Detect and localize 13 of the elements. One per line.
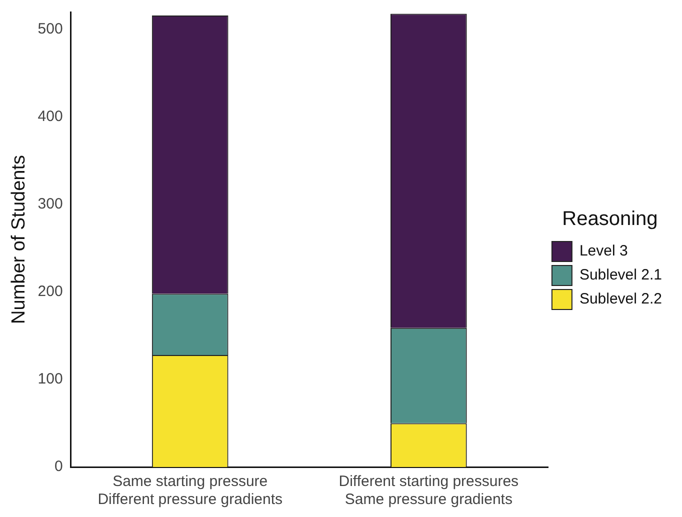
y-tick-label: 500 xyxy=(38,20,63,38)
y-tick-label: 400 xyxy=(38,108,63,126)
y-tick-label: 0 xyxy=(54,458,63,476)
legend-label: Sublevel 2.1 xyxy=(579,266,662,284)
legend-title: Reasoning xyxy=(562,208,658,230)
y-tick-label: 200 xyxy=(38,283,63,300)
x-tick-label: Different starting pressures Same pressure gradients xyxy=(338,473,519,508)
legend-label: Level 3 xyxy=(579,242,628,260)
y-tick-label: 100 xyxy=(38,370,63,388)
y-axis-title: Number of Students xyxy=(8,155,30,324)
y-tick-label: 300 xyxy=(38,196,63,213)
x-tick-label: Same starting pressure Different pressure gradients xyxy=(98,473,283,508)
legend-label: Sublevel 2.2 xyxy=(579,290,662,308)
